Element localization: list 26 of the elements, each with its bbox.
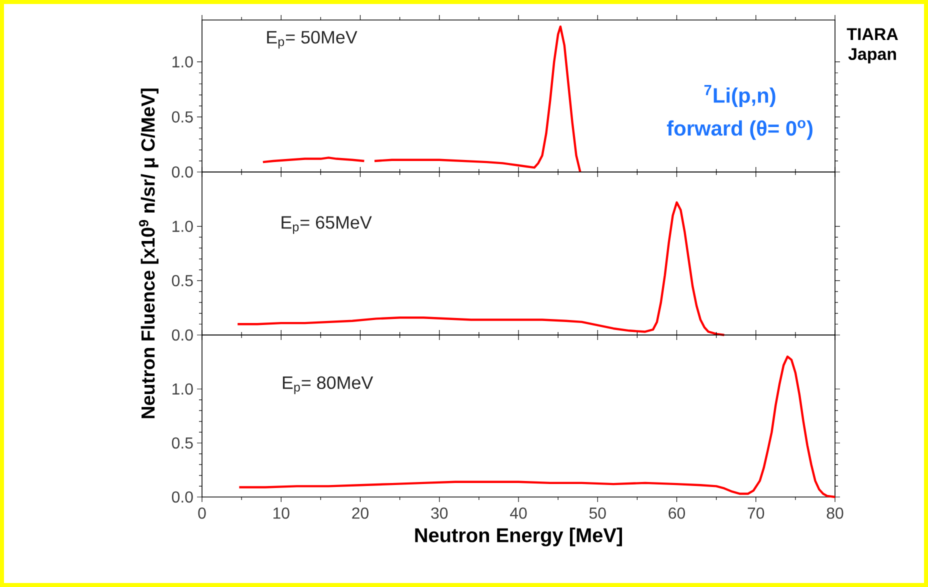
x-tick-label: 50 — [589, 508, 606, 519]
annotation: E$_{p}$= 65MeV — [282, 216, 372, 234]
y-tick-label: 0.0 — [172, 166, 193, 178]
y-tick-label: 0.0 — [172, 329, 193, 341]
x-tick-label: 40 — [510, 508, 527, 519]
y-tick-label: 0.5 — [172, 437, 193, 449]
x-tick-label: 70 — [748, 508, 764, 519]
annotation: $^{7}$Li(p,n) — [704, 85, 776, 107]
x-tick-label: 30 — [431, 508, 448, 519]
text: TIARA Japan — [846, 28, 898, 64]
annotation: forward (θ= 0$^{o}$) — [666, 120, 812, 140]
y-tick-label: 0.5 — [172, 111, 193, 123]
x-tick-label: 20 — [352, 508, 368, 519]
y-tick-label: 1.0 — [172, 56, 193, 68]
x-tick-label: 0 — [198, 508, 206, 519]
y-tick-label: 1.0 — [172, 383, 193, 395]
y-tick-label: 1.0 — [172, 220, 193, 232]
x-axis-title: Neutron Energy [MeV] — [415, 528, 622, 546]
y-tick-label: 0.5 — [172, 275, 193, 286]
y-tick-label: 0.0 — [172, 491, 193, 503]
x-tick-label: 10 — [273, 508, 290, 519]
y-axis-title: Neutron Fluence [x10$^{9}$ n/sr/ μ C/MeV] — [139, 88, 158, 418]
x-tick-label: 60 — [668, 508, 685, 519]
x-tick-label: 80 — [826, 508, 844, 519]
annotation: E$_{p}$= 80MeV — [282, 376, 374, 394]
annotation: E$_{p}$= 50MeV — [267, 30, 358, 49]
